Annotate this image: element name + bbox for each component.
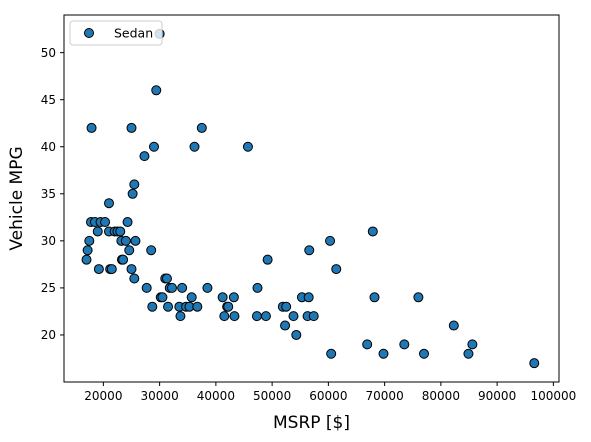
y-tick-label: 45 bbox=[41, 93, 56, 107]
y-tick-label: 50 bbox=[41, 46, 56, 60]
data-point bbox=[262, 254, 273, 265]
data-point bbox=[175, 311, 186, 322]
data-point bbox=[161, 273, 172, 284]
data-point bbox=[413, 292, 424, 303]
data-point bbox=[251, 311, 262, 322]
data-point bbox=[331, 264, 342, 275]
data-point bbox=[120, 235, 131, 246]
data-point bbox=[229, 311, 240, 322]
data-point bbox=[202, 282, 213, 293]
data-point bbox=[139, 151, 150, 162]
x-tick-label: 50000 bbox=[253, 389, 291, 403]
data-point bbox=[81, 254, 92, 265]
y-tick-label: 20 bbox=[41, 328, 56, 342]
data-point bbox=[146, 245, 157, 256]
data-point bbox=[124, 245, 135, 256]
data-point bbox=[281, 301, 292, 312]
legend-marker bbox=[84, 28, 94, 38]
data-point bbox=[325, 235, 336, 246]
data-point bbox=[288, 311, 299, 322]
data-point bbox=[126, 122, 137, 133]
data-point bbox=[223, 301, 234, 312]
x-tick-label: 90000 bbox=[478, 389, 516, 403]
data-point bbox=[303, 292, 314, 303]
data-point bbox=[228, 292, 239, 303]
plot-area-frame bbox=[63, 14, 560, 383]
data-point bbox=[127, 188, 138, 199]
x-tick-label: 60000 bbox=[309, 389, 347, 403]
data-point bbox=[362, 339, 373, 350]
data-point bbox=[100, 217, 111, 228]
data-point bbox=[242, 141, 253, 152]
data-point bbox=[252, 282, 263, 293]
data-points bbox=[81, 28, 540, 369]
data-point bbox=[104, 198, 114, 209]
x-tick-label: 40000 bbox=[197, 389, 235, 403]
legend: Sedan bbox=[69, 20, 163, 46]
data-point bbox=[189, 141, 200, 152]
y-tick-label: 40 bbox=[41, 140, 56, 154]
x-axis-ticks: 20000 30000 40000 50000 60000 70000 80000 90000… bbox=[84, 382, 576, 403]
data-point bbox=[115, 226, 126, 237]
data-point bbox=[260, 311, 271, 322]
data-point bbox=[467, 339, 478, 350]
x-axis-label: MSRP [$] bbox=[273, 413, 350, 433]
data-point bbox=[149, 141, 159, 152]
y-tick-label: 35 bbox=[41, 187, 56, 201]
x-tick-label: 70000 bbox=[366, 389, 404, 403]
data-point bbox=[126, 264, 137, 275]
data-point bbox=[157, 292, 168, 303]
data-point bbox=[192, 301, 203, 312]
data-point bbox=[378, 348, 389, 359]
data-point bbox=[167, 282, 177, 293]
data-point bbox=[92, 226, 103, 237]
data-point bbox=[118, 254, 129, 265]
data-point bbox=[291, 329, 302, 340]
data-point bbox=[82, 245, 93, 256]
data-point bbox=[84, 235, 95, 246]
data-point bbox=[529, 358, 540, 369]
data-point bbox=[141, 282, 152, 293]
data-point bbox=[280, 320, 291, 331]
data-point bbox=[419, 348, 429, 359]
data-point bbox=[86, 122, 97, 133]
data-point bbox=[130, 235, 141, 246]
x-tick-label: 20000 bbox=[84, 389, 122, 403]
data-point bbox=[177, 282, 188, 293]
data-point bbox=[129, 179, 140, 190]
data-point bbox=[308, 311, 319, 322]
data-point bbox=[448, 320, 459, 331]
data-point bbox=[219, 311, 230, 322]
data-point bbox=[163, 301, 174, 312]
data-point bbox=[399, 339, 410, 350]
y-axis-ticks: 20 25 30 35 40 45 50 bbox=[41, 46, 64, 342]
data-point bbox=[369, 292, 380, 303]
data-point bbox=[367, 226, 378, 237]
data-point bbox=[147, 301, 158, 312]
x-tick-label: 100000 bbox=[530, 389, 576, 403]
data-point bbox=[304, 245, 315, 256]
legend-box bbox=[69, 20, 163, 46]
data-point bbox=[186, 292, 197, 303]
data-point bbox=[106, 264, 117, 275]
data-point bbox=[151, 85, 162, 96]
legend-label: Sedan bbox=[114, 26, 153, 41]
x-tick-label: 80000 bbox=[422, 389, 460, 403]
data-point bbox=[326, 348, 337, 359]
data-point bbox=[217, 292, 228, 303]
y-tick-label: 25 bbox=[41, 281, 56, 295]
x-tick-label: 30000 bbox=[141, 389, 179, 403]
data-point bbox=[196, 122, 207, 133]
y-axis-label: Vehicle MPG bbox=[7, 146, 27, 250]
data-point bbox=[129, 273, 140, 284]
data-point bbox=[122, 217, 133, 228]
data-point bbox=[463, 348, 474, 359]
y-tick-label: 30 bbox=[41, 234, 56, 248]
data-point bbox=[93, 264, 104, 275]
